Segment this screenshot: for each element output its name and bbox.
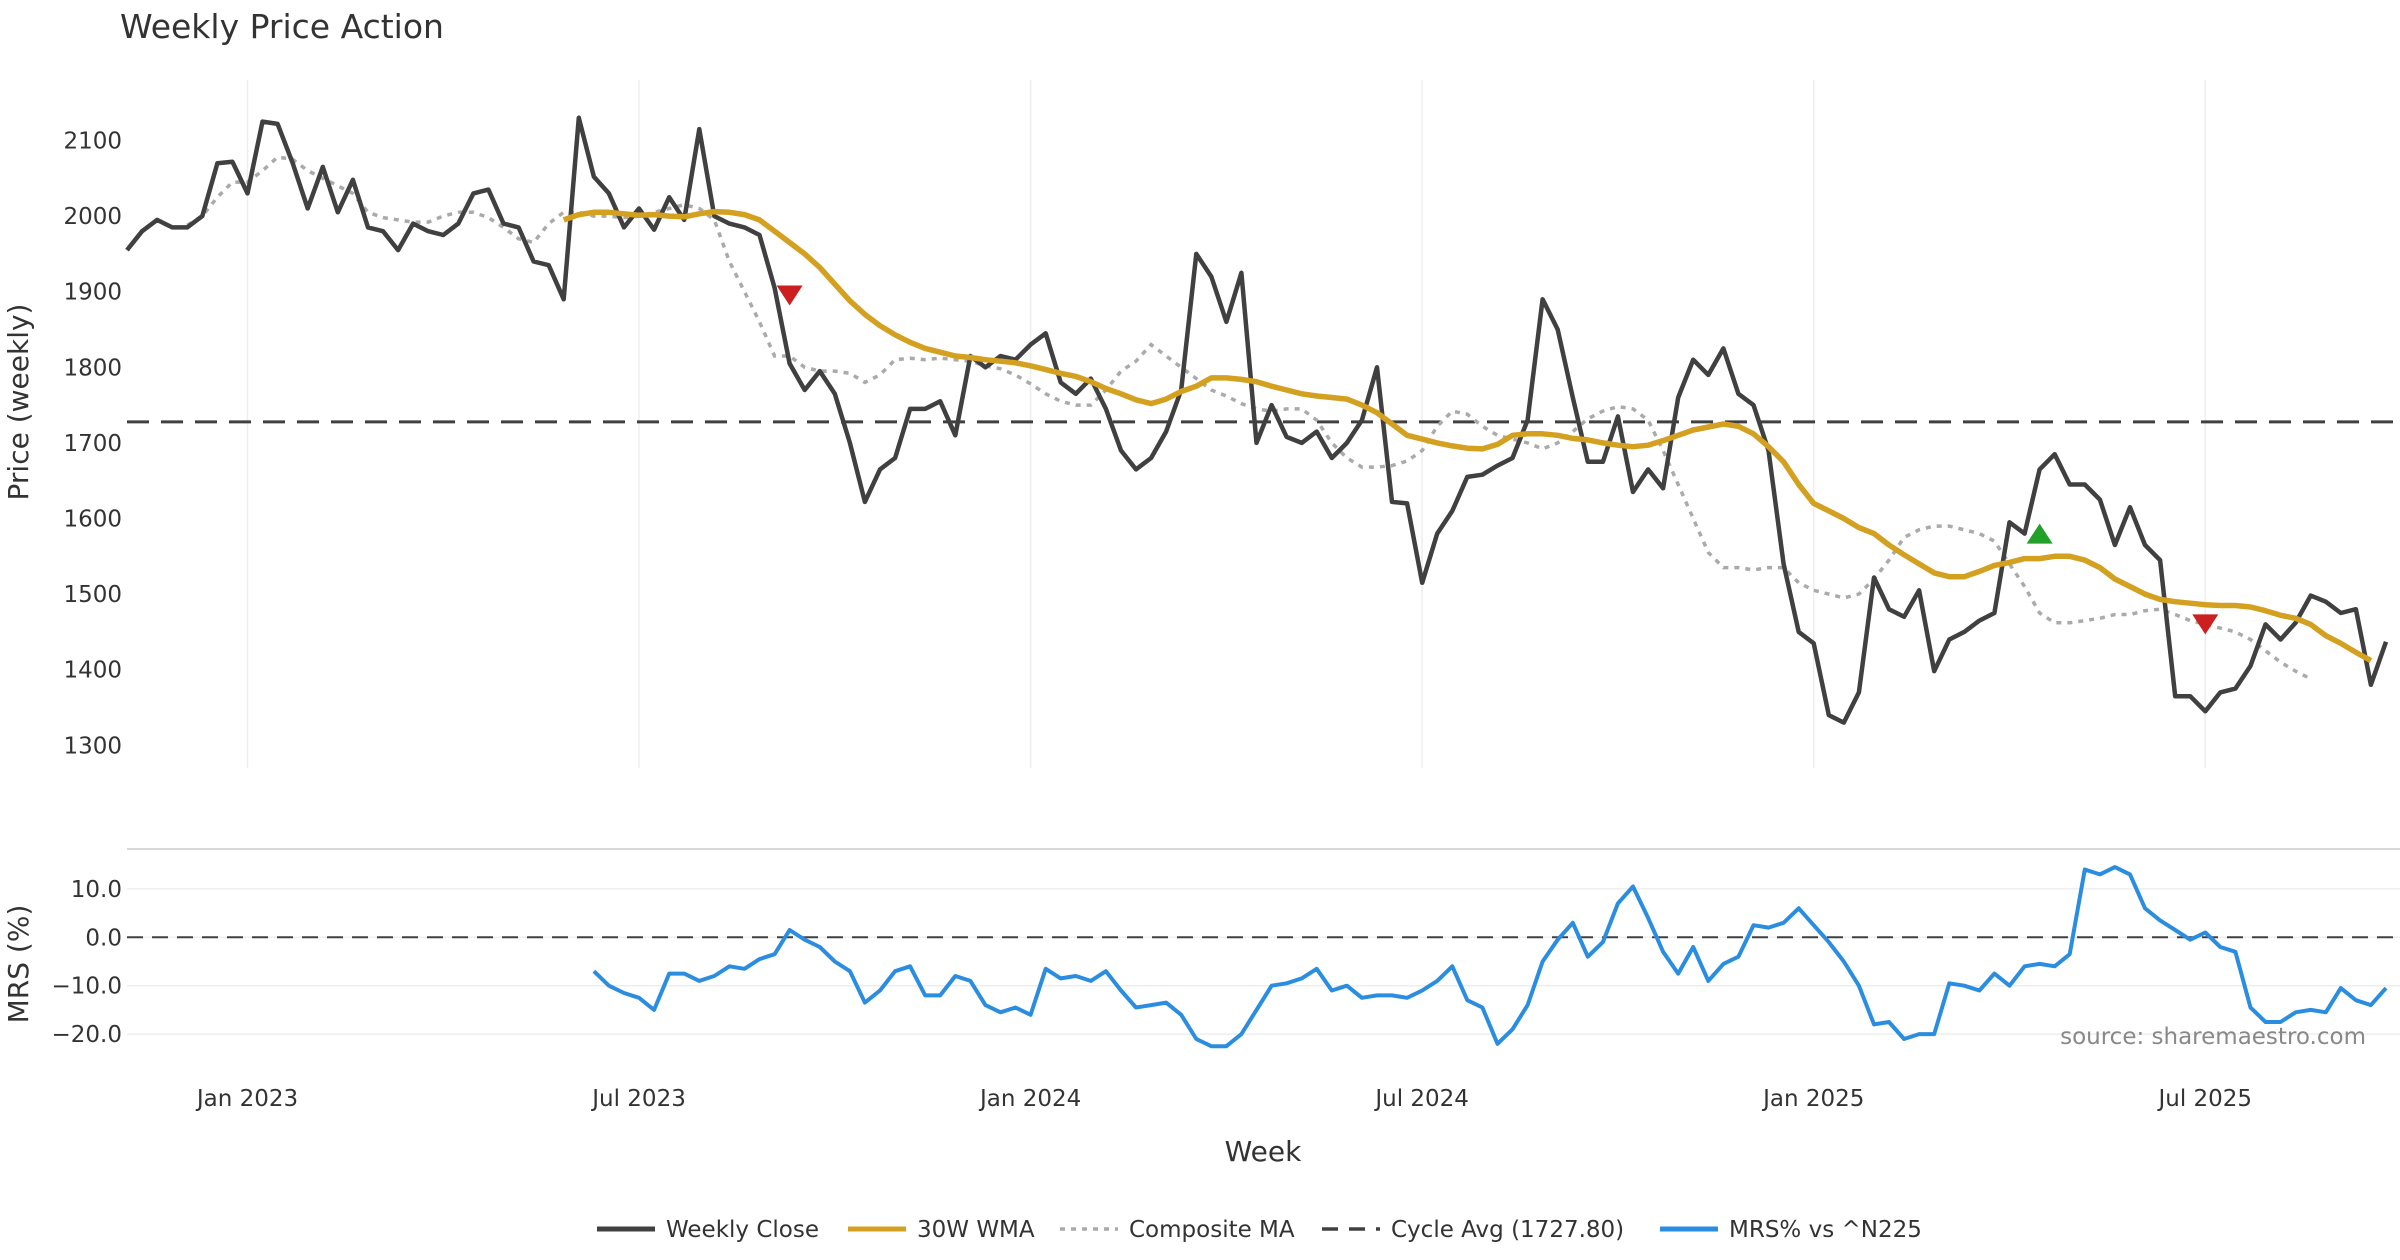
price-y-tick-6: 1900 bbox=[63, 280, 122, 306]
mrs-line bbox=[592, 865, 2388, 1049]
mrs-gridlines bbox=[127, 888, 2400, 1035]
price-y-ticks: 1300 1400 1500 1600 1700 1800 1900 2000 2100 bbox=[63, 128, 122, 759]
buy-signal-marker-1 bbox=[2026, 523, 2053, 544]
price-y-axis-label: Price (weekly) bbox=[2, 304, 35, 501]
sell-signal-marker-0 bbox=[776, 285, 803, 306]
mrs-y-tick-3: −20.0 bbox=[52, 1022, 122, 1048]
x-tick-3: Jul 2024 bbox=[1373, 1086, 1469, 1112]
price-y-tick-5: 1800 bbox=[63, 355, 122, 381]
wma-30w-line bbox=[562, 208, 2373, 664]
x-tick-1: Jul 2023 bbox=[590, 1086, 686, 1112]
price-y-tick-2: 1500 bbox=[63, 582, 122, 608]
mrs-y-tick-1: 0.0 bbox=[85, 925, 122, 951]
price-y-tick-3: 1600 bbox=[63, 507, 122, 533]
price-gridlines bbox=[246, 80, 2207, 768]
weekly-close-line bbox=[125, 115, 2389, 725]
x-tick-2: Jan 2024 bbox=[978, 1086, 1081, 1112]
mrs-y-axis-label: MRS (%) bbox=[2, 905, 35, 1024]
legend-label-1: 30W WMA bbox=[917, 1217, 1035, 1243]
x-axis-label: Week bbox=[1225, 1135, 1302, 1168]
price-y-tick-1: 1400 bbox=[63, 658, 122, 684]
legend-label-3: Cycle Avg (1727.80) bbox=[1391, 1217, 1624, 1243]
signal-markers bbox=[776, 285, 2219, 635]
price-y-tick-8: 2100 bbox=[63, 128, 122, 154]
mrs-y-tick-2: −10.0 bbox=[52, 974, 122, 1000]
price-y-tick-7: 2000 bbox=[63, 204, 122, 230]
legend-label-4: MRS% vs ^N225 bbox=[1729, 1217, 1922, 1243]
mrs-y-ticks: 10.0 0.0 −10.0 −20.0 bbox=[52, 877, 122, 1048]
x-tick-5: Jul 2025 bbox=[2156, 1086, 2252, 1112]
legend-label-2: Composite MA bbox=[1129, 1217, 1295, 1243]
sell-signal-marker-2 bbox=[2192, 614, 2219, 635]
price-y-tick-4: 1700 bbox=[63, 431, 122, 457]
x-axis-ticks: Jan 2023 Jul 2023 Jan 2024 Jul 2024 Jan 2025… bbox=[195, 1086, 2252, 1112]
legend-label-0: Weekly Close bbox=[666, 1217, 819, 1243]
x-tick-4: Jan 2025 bbox=[1761, 1086, 1864, 1112]
legend: Weekly Close 30W WMA Composite MA Cycle Avg… bbox=[597, 1217, 1922, 1243]
composite-ma-line bbox=[186, 155, 2312, 681]
source-label: source: sharemaestro.com bbox=[2060, 1024, 2366, 1050]
chart-title: Weekly Price Action bbox=[120, 7, 444, 46]
mrs-y-tick-0: 10.0 bbox=[71, 877, 122, 903]
x-tick-0: Jan 2023 bbox=[195, 1086, 298, 1112]
price-y-tick-0: 1300 bbox=[63, 733, 122, 759]
